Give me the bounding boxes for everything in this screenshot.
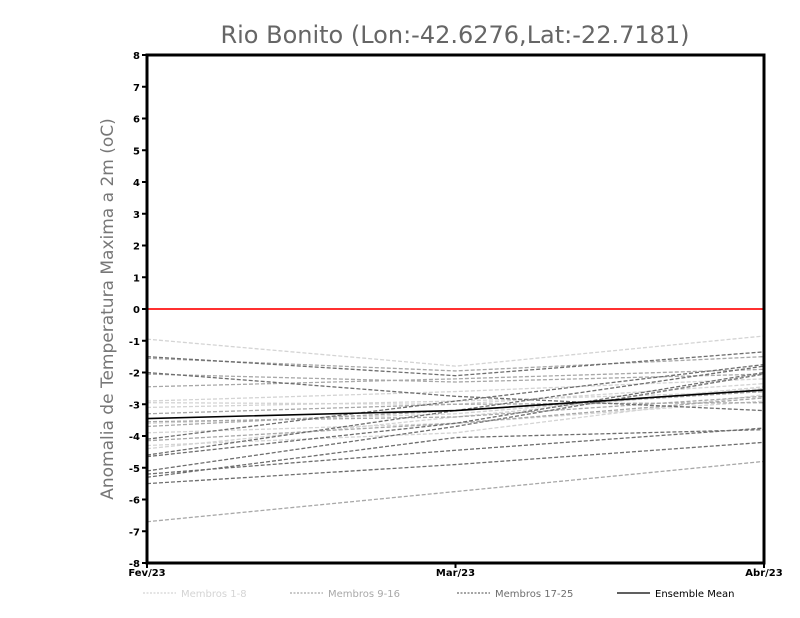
y-tick-label: 3 xyxy=(133,210,140,221)
member-line-13 xyxy=(146,397,765,442)
member-line-20 xyxy=(146,365,765,456)
y-tick-label: 8 xyxy=(133,51,140,62)
member-line-12 xyxy=(146,395,765,423)
y-tick-label: 5 xyxy=(133,146,140,157)
member-line-7 xyxy=(146,390,765,409)
y-tick-label: -7 xyxy=(129,527,140,538)
member-line-21 xyxy=(146,371,765,458)
y-tick-label: -8 xyxy=(129,559,140,570)
member-line-19 xyxy=(146,363,765,440)
y-tick-label: 6 xyxy=(133,115,140,126)
member-line-1 xyxy=(146,335,765,367)
ensemble-mean-line xyxy=(146,389,765,420)
member-line-5 xyxy=(146,394,765,447)
member-line-18 xyxy=(146,371,765,412)
member-line-23 xyxy=(146,427,765,475)
legend-label: Ensemble Mean xyxy=(655,589,734,600)
y-tick-label: -1 xyxy=(129,337,140,348)
y-tick-label: 1 xyxy=(133,273,140,284)
y-tick-label: 4 xyxy=(133,178,140,189)
legend-label: Membros 9-16 xyxy=(328,589,400,600)
x-tick-label: Abr/23 xyxy=(745,568,782,579)
y-tick-label: 7 xyxy=(133,83,140,94)
y-tick-label: -4 xyxy=(129,432,140,443)
member-line-2 xyxy=(146,378,765,402)
member-line-22 xyxy=(146,373,765,472)
x-tick-label: Fev/23 xyxy=(128,568,165,579)
member-line-14 xyxy=(146,460,765,523)
member-line-17 xyxy=(146,351,765,377)
y-tick-label: -2 xyxy=(129,369,140,380)
y-tick-label: -3 xyxy=(129,400,140,411)
legend-label: Membros 17-25 xyxy=(495,589,573,600)
y-tick-label: -5 xyxy=(129,464,140,475)
member-line-25 xyxy=(146,429,765,478)
chart-title: Rio Bonito (Lon:-42.6276,Lat:-22.7181) xyxy=(220,21,689,49)
y-tick-label: -6 xyxy=(129,496,140,507)
y-tick-label: 0 xyxy=(133,305,140,316)
x-tick-label: Mar/23 xyxy=(436,568,475,579)
y-axis-label: Anomalia de Temperatura Maxima a 2m (oC) xyxy=(98,118,118,500)
member-line-16 xyxy=(146,373,765,383)
y-tick-label: 2 xyxy=(133,242,140,253)
member-line-10 xyxy=(146,368,765,388)
legend-label: Membros 1-8 xyxy=(181,589,247,600)
member-line-24 xyxy=(146,441,765,485)
member-line-11 xyxy=(146,402,765,415)
